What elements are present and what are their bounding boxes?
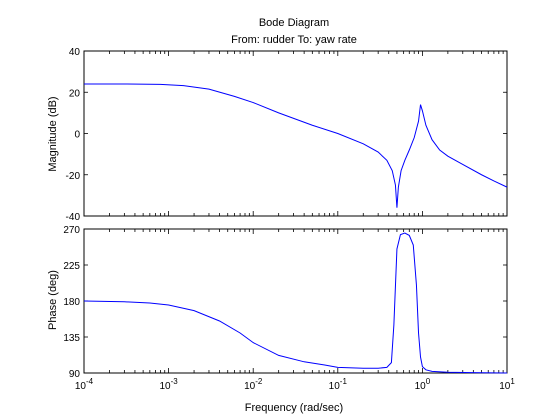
magnitude-axes: 40 20 0 -20 -40 [66, 47, 508, 223]
x-tick-label: 101 [499, 377, 515, 392]
x-tick-label: 10-4 [75, 377, 94, 392]
phase-ylabel: Phase (deg) [47, 270, 59, 330]
chart-title: Bode Diagram [259, 17, 329, 29]
x-tick-label: 10-1 [329, 377, 348, 392]
phase-ytick-label: 225 [63, 261, 80, 272]
magnitude-ytick-label: -40 [66, 212, 81, 223]
phase-plot-frame [83, 228, 508, 374]
magnitude-curve [84, 83, 508, 208]
phase-ytick-label: 270 [63, 225, 80, 236]
magnitude-ytick-label: 40 [69, 47, 81, 58]
magnitude-ytick-label: 0 [74, 130, 80, 141]
magnitude-ytick-label: 20 [69, 88, 81, 99]
magnitude-ylabel: Magnitude (dB) [47, 96, 59, 171]
x-tick-label: 100 [415, 377, 431, 392]
phase-ytick-label: 90 [69, 369, 81, 380]
phase-ytick-label: 180 [63, 297, 80, 308]
magnitude-plot-frame [83, 50, 508, 217]
x-tick-label: 10-3 [159, 377, 178, 392]
magnitude-ytick-label: -20 [66, 171, 81, 182]
frequency-xlabel: Frequency (rad/sec) [245, 402, 343, 414]
chart-subtitle: From: rudder To: yaw rate [231, 34, 357, 46]
x-tick-label: 10-2 [244, 377, 263, 392]
phase-curve [83, 232, 508, 374]
phase-ytick-label: 135 [63, 333, 80, 344]
